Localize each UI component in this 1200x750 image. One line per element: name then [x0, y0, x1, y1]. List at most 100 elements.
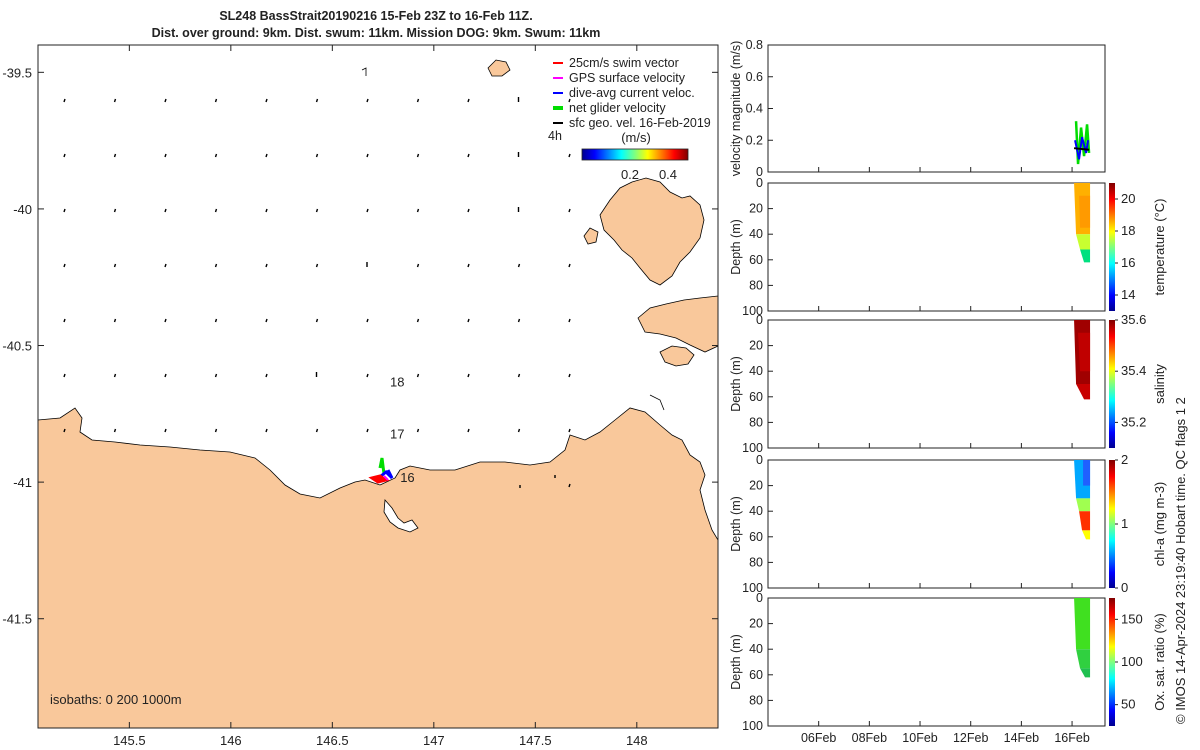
- current-vector: [164, 428, 167, 433]
- panel-xtick-label: 10Feb: [902, 731, 937, 745]
- current-vector: [568, 483, 571, 488]
- speed-colorbar-tick-2: 0.4: [659, 167, 677, 182]
- current-vector: [366, 318, 369, 323]
- legend-time-label: 4h: [548, 129, 562, 143]
- current-vector: [416, 428, 420, 433]
- current-vector: [113, 208, 117, 213]
- colorbar-label: temperature (°C): [1152, 199, 1167, 296]
- track-time-label: 16: [400, 470, 414, 485]
- panel-ytick-label: 40: [749, 642, 763, 656]
- map-frame: [37, 44, 719, 729]
- map-title-line1: SL248 BassStrait20190216 15-Feb 23Z to 1…: [219, 9, 532, 23]
- panel-xtick-label: 08Feb: [852, 731, 887, 745]
- current-vector: [214, 208, 218, 213]
- current-vector: [568, 428, 571, 433]
- colorbar-label: chl-a (mg m-3): [1152, 482, 1167, 567]
- panel-ytick-label: 80: [749, 415, 763, 429]
- current-vector: [164, 208, 167, 213]
- panel-ytick-label: 100: [742, 304, 763, 318]
- current-vector: [517, 373, 521, 378]
- salinity-profile: [1074, 320, 1091, 400]
- panel-colorbar: [1109, 598, 1115, 726]
- current-vector: [265, 153, 268, 158]
- map-xtick-label: 148: [626, 733, 648, 748]
- panel-ytick-label: 80: [749, 693, 763, 707]
- panel-frame: [767, 459, 1106, 589]
- current-vector: [416, 98, 420, 103]
- current-vector: [416, 263, 420, 268]
- swim-vector-track: [368, 474, 390, 484]
- panel-xtick-label: 12Feb: [953, 731, 988, 745]
- current-vector: [568, 208, 571, 213]
- small-island-east: [649, 394, 665, 411]
- profile-cell: [1079, 195, 1091, 228]
- cape-barren-island: [637, 295, 718, 353]
- panel-ylabel: Depth (m): [729, 356, 743, 412]
- current-vector: [214, 98, 218, 103]
- current-vector: [265, 208, 268, 213]
- panel-ytick-label: 0.4: [746, 102, 763, 116]
- current-vector: [265, 263, 268, 268]
- colorbar-tick-label: 20: [1121, 191, 1135, 206]
- panel-ytick-label: 0.8: [746, 38, 763, 52]
- tasmania-mainland: [38, 407, 718, 728]
- current-vector: [568, 153, 571, 158]
- current-vector: [366, 208, 369, 213]
- panel-colorbar: [1109, 183, 1115, 311]
- temperature-profile: [1074, 183, 1091, 263]
- current-vector: [568, 373, 571, 378]
- current-vector: [517, 428, 521, 433]
- current-vector: [517, 318, 521, 323]
- current-vector: [467, 208, 470, 213]
- panel-xtick-label: 14Feb: [1004, 731, 1039, 745]
- colorbar-tick-label: 50: [1121, 697, 1135, 712]
- isobaths-label: isobaths: 0 200 1000m: [50, 692, 182, 707]
- sfc-geo-velocity-vectors: [63, 97, 571, 488]
- current-vector: [113, 318, 117, 323]
- map-xtick-label: 147.5: [519, 733, 552, 748]
- panel-frame: [767, 319, 1106, 449]
- current-vector: [467, 428, 470, 433]
- legend-entry: net glider velocity: [569, 101, 666, 115]
- current-vector: [265, 98, 268, 103]
- current-vector: [164, 98, 167, 103]
- oxygen-profile: [1074, 598, 1091, 678]
- colorbar-tick-label: 16: [1121, 255, 1135, 270]
- panel-ytick-label: 0: [756, 165, 763, 179]
- panel-ytick-label: 60: [749, 253, 763, 267]
- panel-ytick-label: 0: [756, 591, 763, 605]
- current-vector: [416, 318, 420, 323]
- panel-ylabel: Depth (m): [729, 496, 743, 552]
- panel-4: 0 20 40 60 80 100 Depth (m) 0 1 2 chl-a (mg m-3): [729, 452, 1167, 595]
- profile-cell: [1078, 332, 1091, 372]
- current-vector: [164, 153, 167, 158]
- panel-5: 0 20 40 60 80 100 Depth (m) 50 100 150 Ox. sat. ra…: [729, 591, 1167, 733]
- colorbar-tick-label: 35.2: [1121, 414, 1146, 429]
- track-time-label: 17: [390, 426, 404, 441]
- current-vector: [265, 373, 268, 378]
- current-vector: [366, 373, 369, 378]
- current-vector: [366, 98, 369, 103]
- current-vector: [63, 373, 66, 378]
- colorbar-tick-label: 35.4: [1121, 363, 1146, 378]
- map-xtick-label: 145.5: [113, 733, 146, 748]
- chla-profile: [1074, 460, 1091, 540]
- current-vector: [467, 98, 470, 103]
- flinders-island: [599, 177, 705, 286]
- panel-ytick-label: 0: [756, 176, 763, 190]
- current-vector: [467, 318, 470, 323]
- current-vector: [416, 208, 420, 213]
- legend-entry: sfc geo. vel. 16-Feb-2019: [569, 116, 711, 130]
- panel-ytick-label: 20: [749, 479, 763, 493]
- panel-colorbar: [1109, 320, 1115, 448]
- profile-cell: [1076, 498, 1091, 512]
- panel-frame: [767, 597, 1106, 727]
- current-vector: [416, 373, 420, 378]
- colorbar-tick-label: 2: [1121, 452, 1128, 467]
- current-vector: [416, 153, 420, 158]
- velocity-traces: [1073, 121, 1091, 165]
- colorbar-tick-label: 35.6: [1121, 312, 1146, 327]
- speed-colorbar-bar: [581, 148, 689, 161]
- current-vector: [63, 318, 66, 323]
